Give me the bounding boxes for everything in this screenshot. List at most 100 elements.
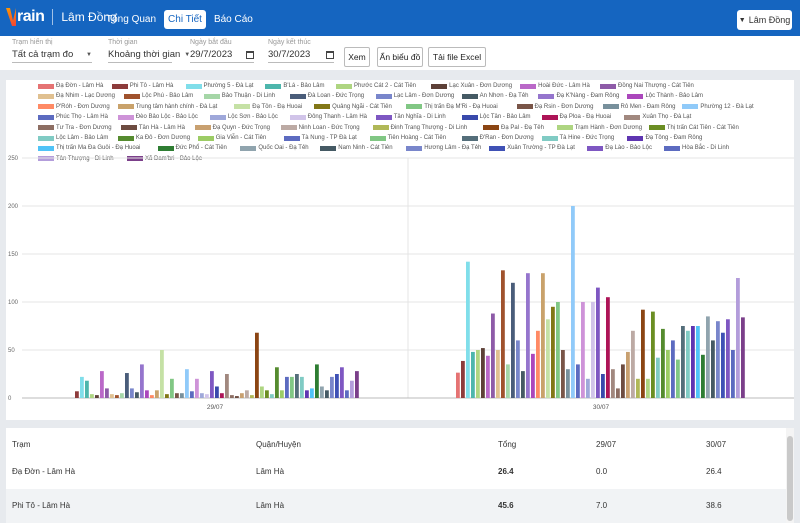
legend-item[interactable]: Phường 12 - Đà Lạt [682, 104, 754, 110]
table-row[interactable]: Phi Tô - Lâm Hà Lâm Hà 45.6 7.0 38.6 [6, 489, 786, 523]
region-select-button[interactable]: ▼ Lâm Đồng [737, 10, 792, 30]
column-header-date1[interactable]: 29/07 [596, 440, 617, 449]
legend-item[interactable]: Thị trấn Cát Tiên - Cát Tiên [648, 125, 739, 131]
bar [105, 388, 109, 398]
legend-item[interactable]: Đạ Tông - Đam Rông [627, 135, 702, 141]
calendar-icon[interactable] [246, 50, 254, 59]
legend-item[interactable]: Đạ Lào - Bảo Lộc [587, 145, 652, 151]
legend-item[interactable]: Đạ Quyn - Đức Trọng [194, 125, 270, 131]
bar [160, 350, 164, 398]
legend-item[interactable]: Quốc Oai - Đạ Tẻh [240, 145, 309, 151]
column-header-total[interactable]: Tổng [498, 440, 517, 449]
legend-item[interactable]: Nam Ninh - Cát Tiên [320, 145, 393, 151]
legend-swatch [38, 135, 54, 141]
bar [150, 395, 154, 398]
legend-item[interactable]: Đèo Bảo Lộc - Bảo Lộc [117, 114, 198, 121]
scrollbar-thumb[interactable] [787, 436, 793, 521]
calendar-icon[interactable] [326, 50, 334, 59]
legend-swatch [369, 135, 386, 141]
legend-item[interactable]: Lộc Tân - Bảo Lâm [461, 114, 531, 120]
legend-item[interactable]: Lộc Thành - Bảo Lâm [627, 93, 703, 99]
legend-item[interactable]: Lộc Sơn - Bảo Lộc [209, 114, 278, 120]
legend-item[interactable]: Đà Loan - Đức Trọng [289, 93, 364, 99]
legend-item[interactable]: Phi Tô - Lâm Hà [111, 83, 173, 89]
legend-item[interactable]: Rô Men - Đam Rông [602, 104, 676, 110]
legend-item[interactable]: Đạ Rsin - Đơn Dương [516, 104, 593, 110]
legend-swatch [38, 156, 54, 162]
legend-item[interactable]: An Nhơn - Đạ Tẻh [461, 93, 529, 99]
legend-item[interactable]: Xuân Thọ - Đà Lạt [624, 114, 691, 120]
tab-report[interactable]: Báo Cáo [213, 14, 253, 25]
legend-item[interactable]: Ninh Loan - Đức Trọng [280, 125, 360, 131]
legend-item[interactable]: Hoài Đức - Lâm Hà [520, 83, 590, 89]
legend-item[interactable]: Đồng Nai Thượng - Cát Tiên [600, 83, 694, 89]
legend-item[interactable]: Bảo Thuận - Di Linh [203, 93, 275, 99]
legend-item[interactable]: Tà Hine - Đức Trọng [541, 135, 614, 141]
legend-item[interactable]: Phúc Thọ - Lâm Hà [38, 114, 108, 120]
legend-item[interactable]: Hòa Bắc - Di Linh [664, 145, 729, 151]
legend-item[interactable]: Lộc Lâm - Bảo Lâm [38, 135, 108, 141]
start-date-filter[interactable]: Ngày bắt đầu 29/7/2023 [190, 39, 254, 63]
legend-item[interactable]: Trạm Hành - Đơn Dương [556, 124, 643, 131]
legend-item[interactable]: Tân Thượng - Di Linh [38, 156, 114, 162]
end-date-filter[interactable]: Ngày kết thúc 30/7/2023 [268, 39, 334, 63]
export-excel-button[interactable]: Tải file Excel [428, 47, 486, 67]
legend-label: Đèo Bảo Lộc - Bảo Lộc [135, 114, 198, 121]
start-date-input[interactable]: 29/7/2023 [190, 49, 254, 63]
tab-detail[interactable]: Chi Tiết [164, 10, 206, 29]
legend-item[interactable]: Đức Phổ - Cát Tiên [157, 145, 227, 151]
station-filter[interactable]: Trạm hiển thị Tất cả trạm đo ▼ [12, 39, 92, 63]
legend-item[interactable]: Đạ K'Nàng - Đam Rông [538, 93, 619, 99]
legend-item[interactable]: Xã Đam'bri - Bảo Lộc [127, 156, 202, 162]
table-row[interactable]: Đạ Đờn - Lâm Hà Lâm Hà 26.4 0.0 26.4 [6, 455, 786, 489]
legend-item[interactable]: Đạ Nhim - Lạc Dương [38, 93, 115, 99]
bar [591, 302, 595, 398]
legend-item[interactable]: Gia Viễn - Cát Tiên [197, 135, 266, 141]
legend-item[interactable]: Tân Hà - Lâm Hà [120, 125, 185, 131]
legend-item[interactable]: Đạ Ploa - Đạ Huoai [541, 114, 611, 120]
time-select[interactable]: Khoảng thời gian ▼ [108, 49, 190, 63]
legend-item[interactable]: Trung tâm hành chính - Đà Lạt [117, 104, 217, 110]
cell-station: Đạ Đờn - Lâm Hà [12, 467, 76, 476]
legend-item[interactable]: Đ'Ran - Đơn Dương [461, 135, 534, 141]
legend-item[interactable]: P'Róh - Đơn Dương [38, 104, 110, 110]
legend-item[interactable]: Đạ Tồn - Đạ Huoai [234, 104, 302, 110]
legend-item[interactable]: Tiên Hoàng - Cát Tiên [369, 135, 446, 141]
end-date-input[interactable]: 30/7/2023 [268, 49, 334, 63]
station-select[interactable]: Tất cả trạm đo ▼ [12, 49, 92, 63]
legend-item[interactable]: Tân Nghĩa - Di Linh [375, 114, 446, 120]
bar [135, 392, 139, 398]
column-header-date2[interactable]: 30/07 [706, 440, 727, 449]
bar [75, 391, 79, 398]
column-header-station[interactable]: Trạm [12, 440, 31, 449]
legend-item[interactable]: Lộc Phú - Bảo Lâm [123, 93, 193, 99]
legend-item[interactable]: Xuân Trường - TP Đà Lạt [489, 145, 575, 151]
hide-chart-button[interactable]: Ẩn biểu đồ [377, 47, 423, 67]
legend-item[interactable]: Đinh Trang Thượng - Di Linh [372, 125, 467, 131]
tab-overview[interactable]: Tổng Quan [106, 14, 157, 25]
legend-item[interactable]: Đông Thanh - Lâm Hà [289, 114, 367, 120]
legend-item[interactable]: Lạc Lâm - Đơn Dương [375, 93, 454, 99]
column-header-district[interactable]: Quận/Huyện [256, 440, 301, 449]
legend-item[interactable]: Hương Lâm - Đạ Tẻh [406, 145, 481, 151]
cell-station: Phi Tô - Lâm Hà [12, 501, 71, 510]
view-button[interactable]: Xem [344, 47, 370, 67]
legend-item[interactable]: Phước Cát 2 - Cát Tiên [336, 83, 416, 89]
legend-item[interactable]: Đạ Đờn - Lâm Hà [38, 83, 103, 89]
legend-label: Phúc Thọ - Lâm Hà [56, 114, 108, 121]
legend-item[interactable]: Thị trấn Đạ M'Ri - Đạ Huoai [406, 104, 498, 110]
legend-item[interactable]: Quảng Ngãi - Cát Tiên [314, 104, 392, 110]
legend-item[interactable]: Tà Nung - TP Đà Lạt [283, 135, 357, 141]
legend-item[interactable]: Tư Tra - Đơn Dương [38, 125, 112, 131]
legend-item[interactable]: Đạ Pal - Đạ Tẻh [483, 125, 544, 131]
y-tick-label: 0 [8, 396, 12, 402]
table-scrollbar[interactable] [786, 428, 794, 523]
bar [240, 393, 244, 398]
time-filter[interactable]: Thời gian Khoảng thời gian ▼ [108, 39, 190, 63]
legend-item[interactable]: Phường 5 - Đà Lạt [185, 83, 253, 89]
legend-item[interactable]: Ka Đô - Đơn Dương [117, 135, 190, 141]
legend-item[interactable]: B'Lá - Bảo Lâm [265, 83, 325, 89]
legend-label: Trạm Hành - Đơn Dương [574, 124, 643, 131]
legend-item[interactable]: Thị trấn Ma Đa Guôi - Đạ Huoai [38, 145, 140, 151]
legend-item[interactable]: Lạc Xuân - Đơn Dương [431, 83, 512, 89]
